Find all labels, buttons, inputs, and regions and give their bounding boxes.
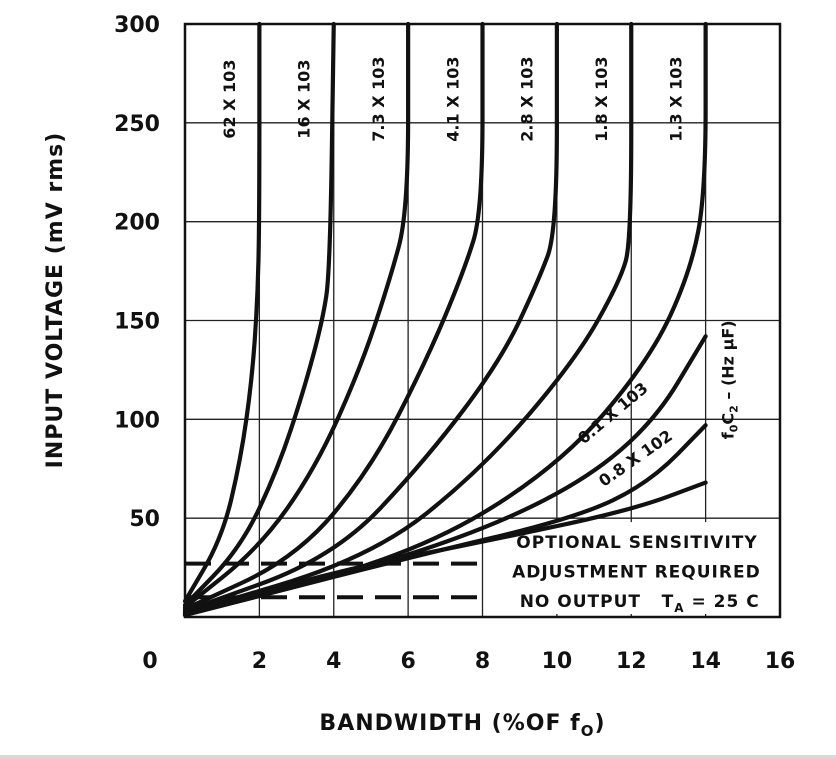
y-tick-label: 150 <box>114 310 160 335</box>
curves <box>182 21 708 618</box>
note-ta-t: T <box>662 592 675 612</box>
x-tick-label: 10 <box>542 649 573 674</box>
curve-62-x-103 <box>182 21 262 604</box>
y-tick-label: 50 <box>129 507 160 532</box>
family-label-rest: – (Hz µF) <box>719 320 738 405</box>
curve-label-top: 7.3 X 103 <box>369 57 388 142</box>
curve-label-top: 1.8 X 103 <box>592 57 611 142</box>
x-tick-label: 14 <box>690 649 721 674</box>
note-adjustment-required: ADJUSTMENT REQUIRED <box>512 562 761 582</box>
y-tick-label: 100 <box>114 408 160 433</box>
x-axis-title-close: ) <box>595 711 606 736</box>
x-tick-label: 4 <box>326 649 341 674</box>
curve-label-top: 4.1 X 103 <box>443 57 462 142</box>
x-axis-title: BANDWIDTH (%OF fO) <box>319 711 605 740</box>
x-axis-title-sub: O <box>581 722 595 740</box>
x-axis-title-main: BANDWIDTH (%OF f <box>319 711 580 736</box>
x-tick-label: 8 <box>475 649 490 674</box>
family-label-c: C <box>719 413 738 425</box>
note-box <box>486 522 776 614</box>
x-tick-label: 0 <box>142 649 157 674</box>
y-tick-label: 200 <box>114 211 160 236</box>
curve-label-top: 62 X 103 <box>220 60 239 139</box>
note-no-output: NO OUTPUT <box>520 592 641 612</box>
family-label-f: f <box>719 431 738 439</box>
curve-label-top: 2.8 X 103 <box>518 57 537 142</box>
note-ta: TA = 25 C <box>662 592 760 615</box>
x-tick-label: 16 <box>765 649 796 674</box>
y-tick-label: 300 <box>114 13 160 38</box>
family-label-sub2: 2 <box>728 405 741 413</box>
note-ta-rest: = 25 C <box>685 592 760 612</box>
y-tick-label: 250 <box>114 112 160 137</box>
x-tick-label: 6 <box>400 649 415 674</box>
curve-1-8-x-103 <box>182 21 634 616</box>
curve-label-top: 1.3 X 103 <box>666 57 685 142</box>
curve-0-8-x-102 <box>182 423 708 618</box>
note-ta-sub: A <box>674 601 684 615</box>
curve-4-1-x-103 <box>182 21 485 612</box>
curve-baseline <box>182 480 708 618</box>
family-label-sub0: 0 <box>728 424 741 432</box>
note-optional-sensitivity: OPTIONAL SENSITIVITY <box>516 533 757 553</box>
family-label: f0C2 – (Hz µF) <box>719 320 741 439</box>
curve-label-lower: 0.1 X 103 <box>574 378 651 447</box>
x-tick-label: 2 <box>252 649 267 674</box>
bottom-rule <box>0 755 836 759</box>
curve-label-top: 16 X 103 <box>295 60 314 139</box>
curve-7-3-x-103 <box>182 21 411 610</box>
curve-2-8-x-103 <box>182 21 559 614</box>
y-axis-title: INPUT VOLTAGE (mV rms) <box>43 132 68 469</box>
curve-16-x-103 <box>182 21 336 608</box>
curve-1-3-x-103 <box>182 21 708 616</box>
x-tick-label: 12 <box>616 649 647 674</box>
